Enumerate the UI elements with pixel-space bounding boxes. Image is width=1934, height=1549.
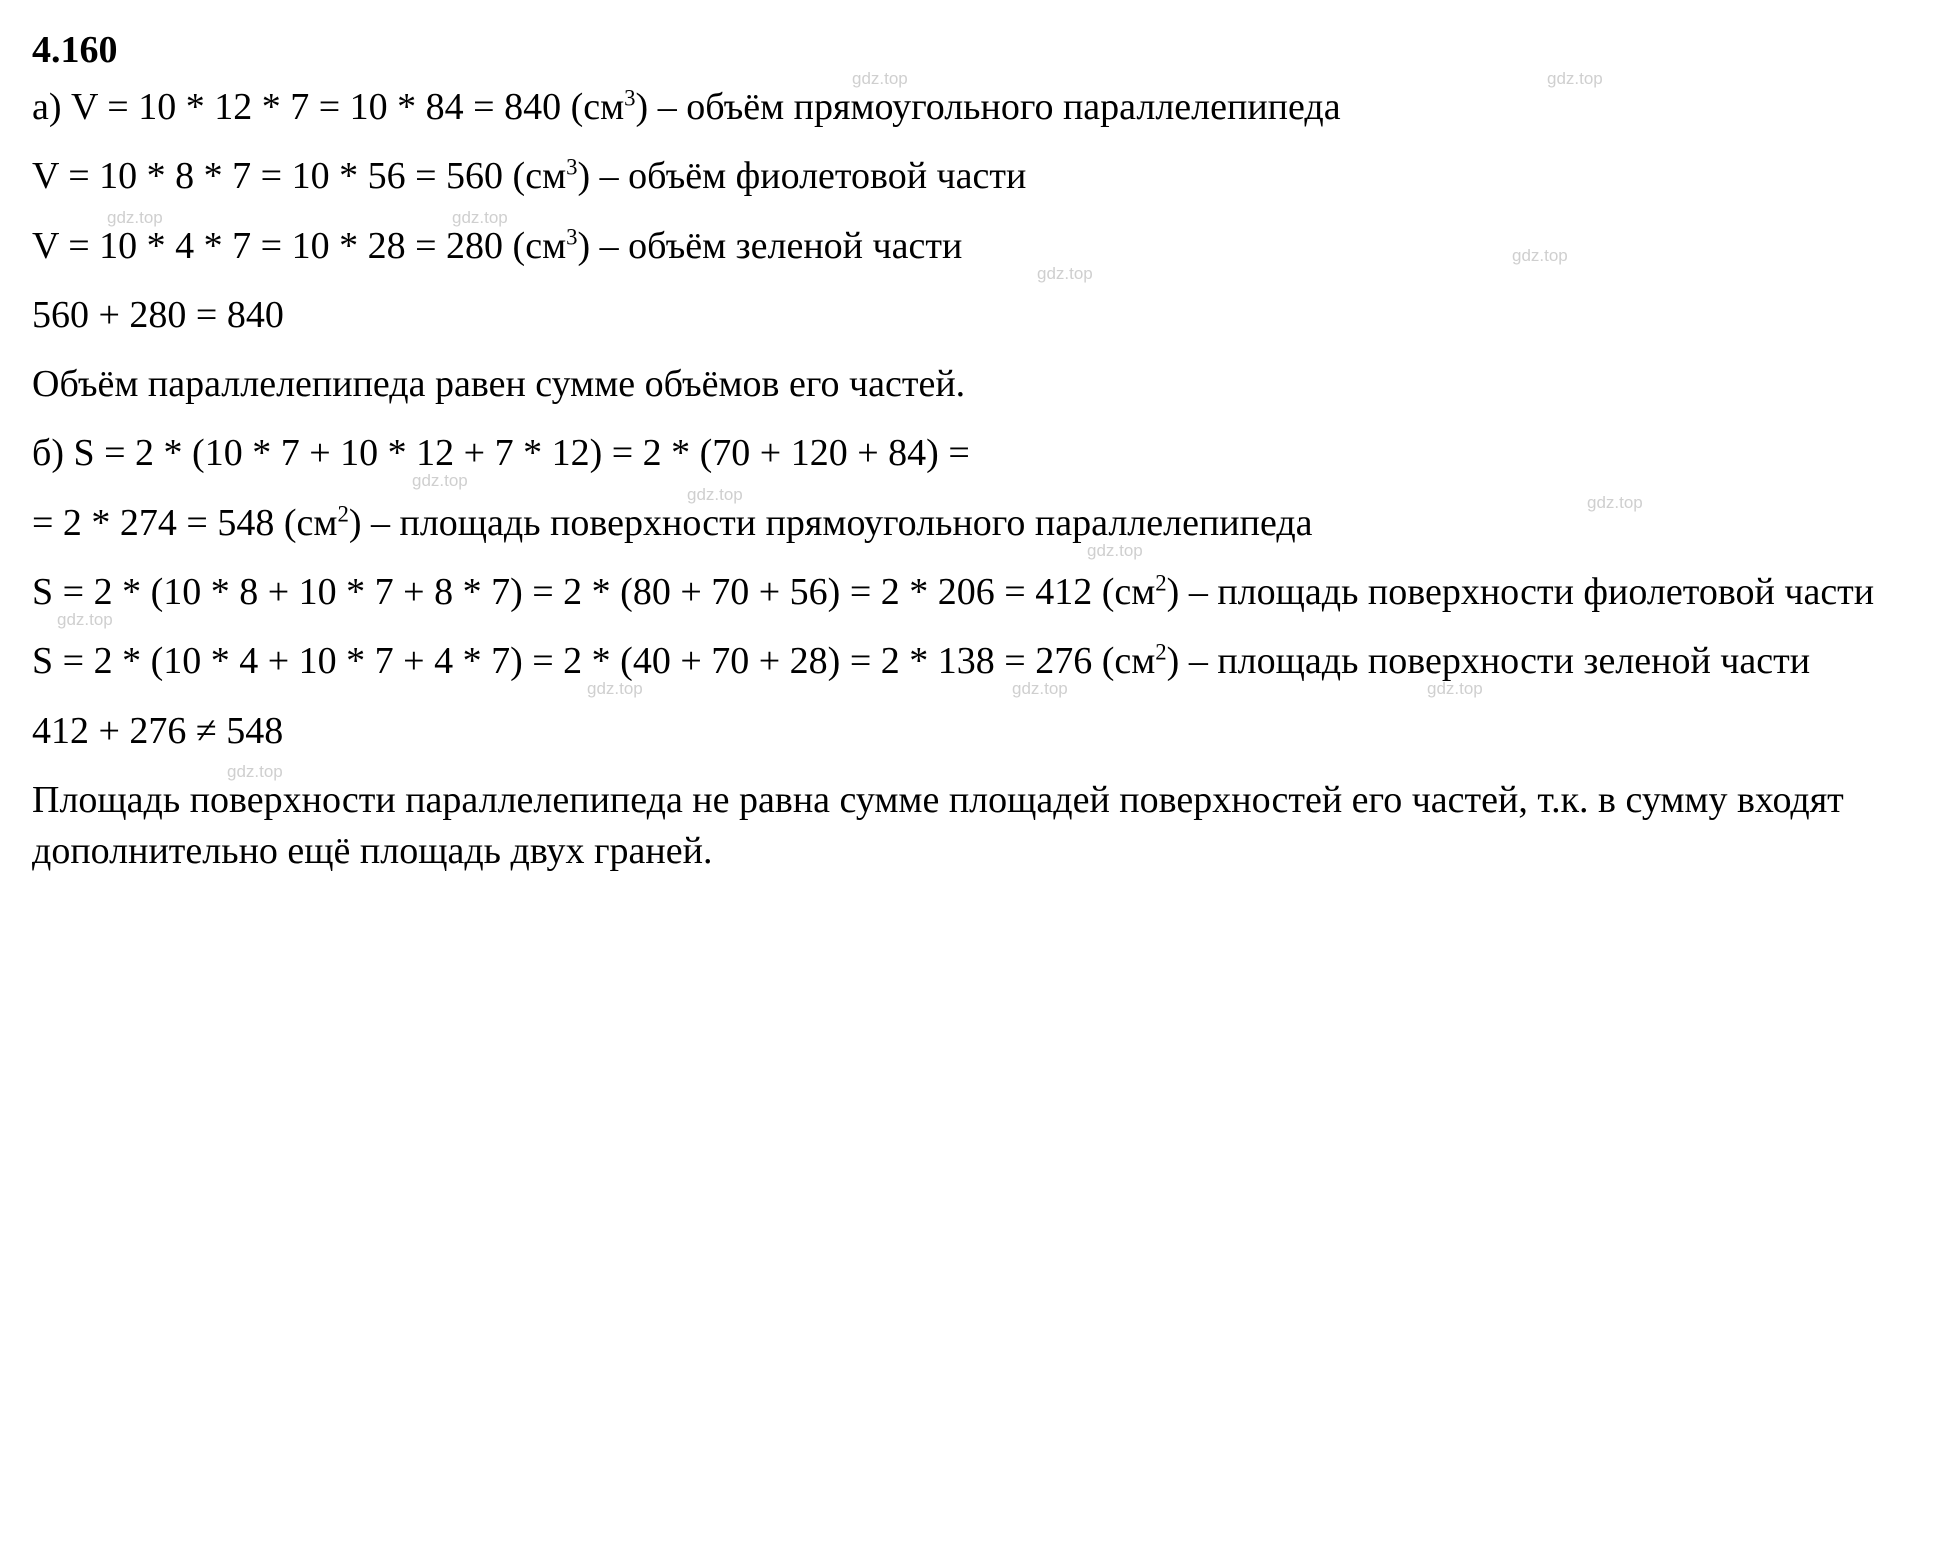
paragraph: V = 10 * 4 * 7 = 10 * 28 = 280 (см3) – о… <box>32 221 1902 272</box>
paragraph: а) V = 10 * 12 * 7 = 10 * 84 = 840 (см3)… <box>32 82 1902 133</box>
watermark-text: gdz.top <box>1512 245 1568 268</box>
paragraph-text: S = 2 * (10 * 8 + 10 * 7 + 8 * 7) = 2 * … <box>32 571 1874 613</box>
paragraph: 560 + 280 = 840 <box>32 290 1902 341</box>
paragraph: 412 + 276 ≠ 548 <box>32 706 1902 757</box>
paragraph: Объём параллелепипеда равен сумме объёмо… <box>32 359 1902 410</box>
paragraph: Площадь поверхности параллелепипеда не р… <box>32 775 1902 878</box>
paragraph: = 2 * 274 = 548 (см2) – площадь поверхно… <box>32 498 1902 549</box>
paragraph-text: = 2 * 274 = 548 (см2) – площадь поверхно… <box>32 502 1313 544</box>
section-number: 4.160 <box>32 28 1902 72</box>
paragraph-text: S = 2 * (10 * 4 + 10 * 7 + 4 * 7) = 2 * … <box>32 640 1810 682</box>
watermark-text: gdz.top <box>1037 263 1093 286</box>
paragraph-text: 560 + 280 = 840 <box>32 294 284 336</box>
paragraph-text: 412 + 276 ≠ 548 <box>32 710 283 752</box>
paragraph-text: а) V = 10 * 12 * 7 = 10 * 84 = 840 (см3)… <box>32 86 1341 128</box>
paragraph-text: V = 10 * 8 * 7 = 10 * 56 = 560 (см3) – о… <box>32 155 1026 197</box>
paragraph-text: б) S = 2 * (10 * 7 + 10 * 12 + 7 * 12) =… <box>32 432 970 474</box>
paragraph-text: Объём параллелепипеда равен сумме объёмо… <box>32 363 965 405</box>
paragraph: V = 10 * 8 * 7 = 10 * 56 = 560 (см3) – о… <box>32 151 1902 202</box>
paragraph-text: V = 10 * 4 * 7 = 10 * 28 = 280 (см3) – о… <box>32 225 962 267</box>
paragraph: S = 2 * (10 * 8 + 10 * 7 + 8 * 7) = 2 * … <box>32 567 1902 618</box>
paragraph-text: Площадь поверхности параллелепипеда не р… <box>32 779 1844 872</box>
paragraph: S = 2 * (10 * 4 + 10 * 7 + 4 * 7) = 2 * … <box>32 636 1902 687</box>
paragraph: б) S = 2 * (10 * 7 + 10 * 12 + 7 * 12) =… <box>32 428 1902 479</box>
watermark-text: gdz.top <box>1587 492 1643 515</box>
